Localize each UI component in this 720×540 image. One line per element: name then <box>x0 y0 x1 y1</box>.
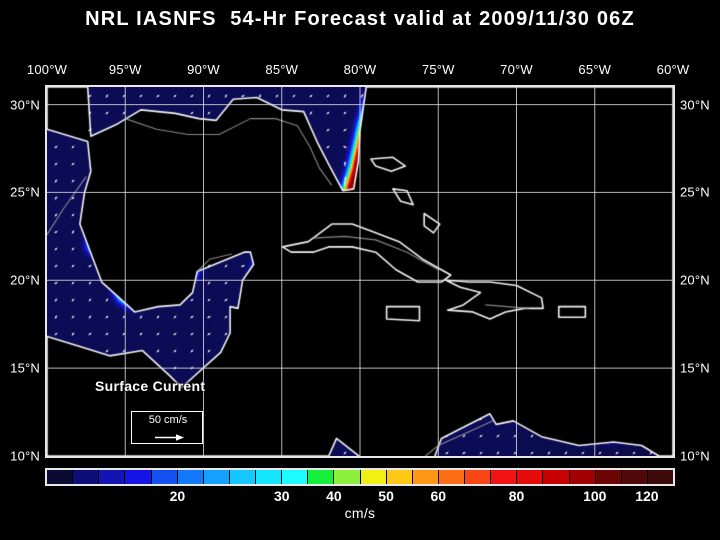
colorbar-cell <box>621 470 648 484</box>
colorbar-cell <box>412 470 439 484</box>
lon-tick-label: 70°W <box>500 62 533 77</box>
colorbar-cell <box>386 470 413 484</box>
colorbar-cell <box>360 470 387 484</box>
lon-tick-label: 100°W <box>26 62 68 77</box>
lon-tick-label: 80°W <box>343 62 377 77</box>
colorbar-cell <box>647 470 673 484</box>
lat-tick-label-right: 30°N <box>680 97 710 113</box>
lat-tick-label-right: 10°N <box>680 448 710 464</box>
colorbar-cell <box>282 470 309 484</box>
lon-tick-label: 60°W <box>656 62 690 77</box>
colorbar-tick-label: 50 <box>378 488 394 504</box>
colorbar-tick-label: 20 <box>169 488 186 504</box>
lat-tick-label-right: 15°N <box>680 360 710 376</box>
colorbar-unit-label: cm/s <box>344 505 376 521</box>
lon-tick-label: 90°W <box>187 62 220 77</box>
colorbar-cell <box>491 470 518 484</box>
colorbar-cell <box>595 470 622 484</box>
figure-title: NRL IASNFS 54-Hr Forecast valid at 2009/… <box>85 8 635 30</box>
lat-tick-label-right: 25°N <box>680 184 710 200</box>
colorbar-tick-label: 60 <box>430 488 447 504</box>
lon-tick-label: 75°W <box>421 62 455 77</box>
colorbar-cell <box>517 470 544 484</box>
colorbar-tick-label: 100 <box>583 488 607 504</box>
colorbar-cell <box>334 470 361 484</box>
lat-tick-label-left: 15°N <box>10 360 40 376</box>
lat-tick-label-left: 10°N <box>10 448 40 464</box>
colorbar-cell <box>569 470 596 484</box>
colorbar-tick-label: 80 <box>508 488 525 504</box>
lon-tick-label: 95°W <box>108 62 142 77</box>
lat-tick-label-left: 30°N <box>10 97 40 113</box>
colorbar-cell <box>47 470 74 484</box>
colorbar-cell <box>99 470 126 484</box>
colorbar-cell <box>438 470 465 484</box>
colorbar-cell <box>308 470 335 484</box>
colorbar-cell <box>465 470 492 484</box>
colorbar <box>45 468 675 486</box>
lon-tick-label: 85°W <box>265 62 299 77</box>
colorbar-cell <box>256 470 283 484</box>
colorbar-cell <box>177 470 204 484</box>
lat-tick-label-left: 25°N <box>10 184 40 200</box>
surface-current-heatmap <box>47 87 673 456</box>
colorbar-tick-label: 120 <box>635 488 659 504</box>
lat-tick-label-left: 20°N <box>10 272 40 288</box>
vector-scale-legend: 50 cm/s <box>131 411 203 444</box>
colorbar-cell <box>203 470 230 484</box>
vector-scale-label: 50 cm/s <box>148 414 188 426</box>
surface-current-label: Surface Current <box>95 378 206 394</box>
colorbar-cell <box>151 470 178 484</box>
lon-tick-label: 65°W <box>578 62 612 77</box>
right-arrow-icon <box>155 434 184 441</box>
colorbar-cell <box>229 470 256 484</box>
colorbar-cell <box>125 470 152 484</box>
map-plot-area <box>45 85 675 458</box>
colorbar-cell <box>543 470 570 484</box>
lat-tick-label-right: 20°N <box>680 272 710 288</box>
colorbar-cell <box>73 470 100 484</box>
colorbar-tick-label: 30 <box>273 488 290 504</box>
colorbar-tick-label: 40 <box>326 488 342 504</box>
